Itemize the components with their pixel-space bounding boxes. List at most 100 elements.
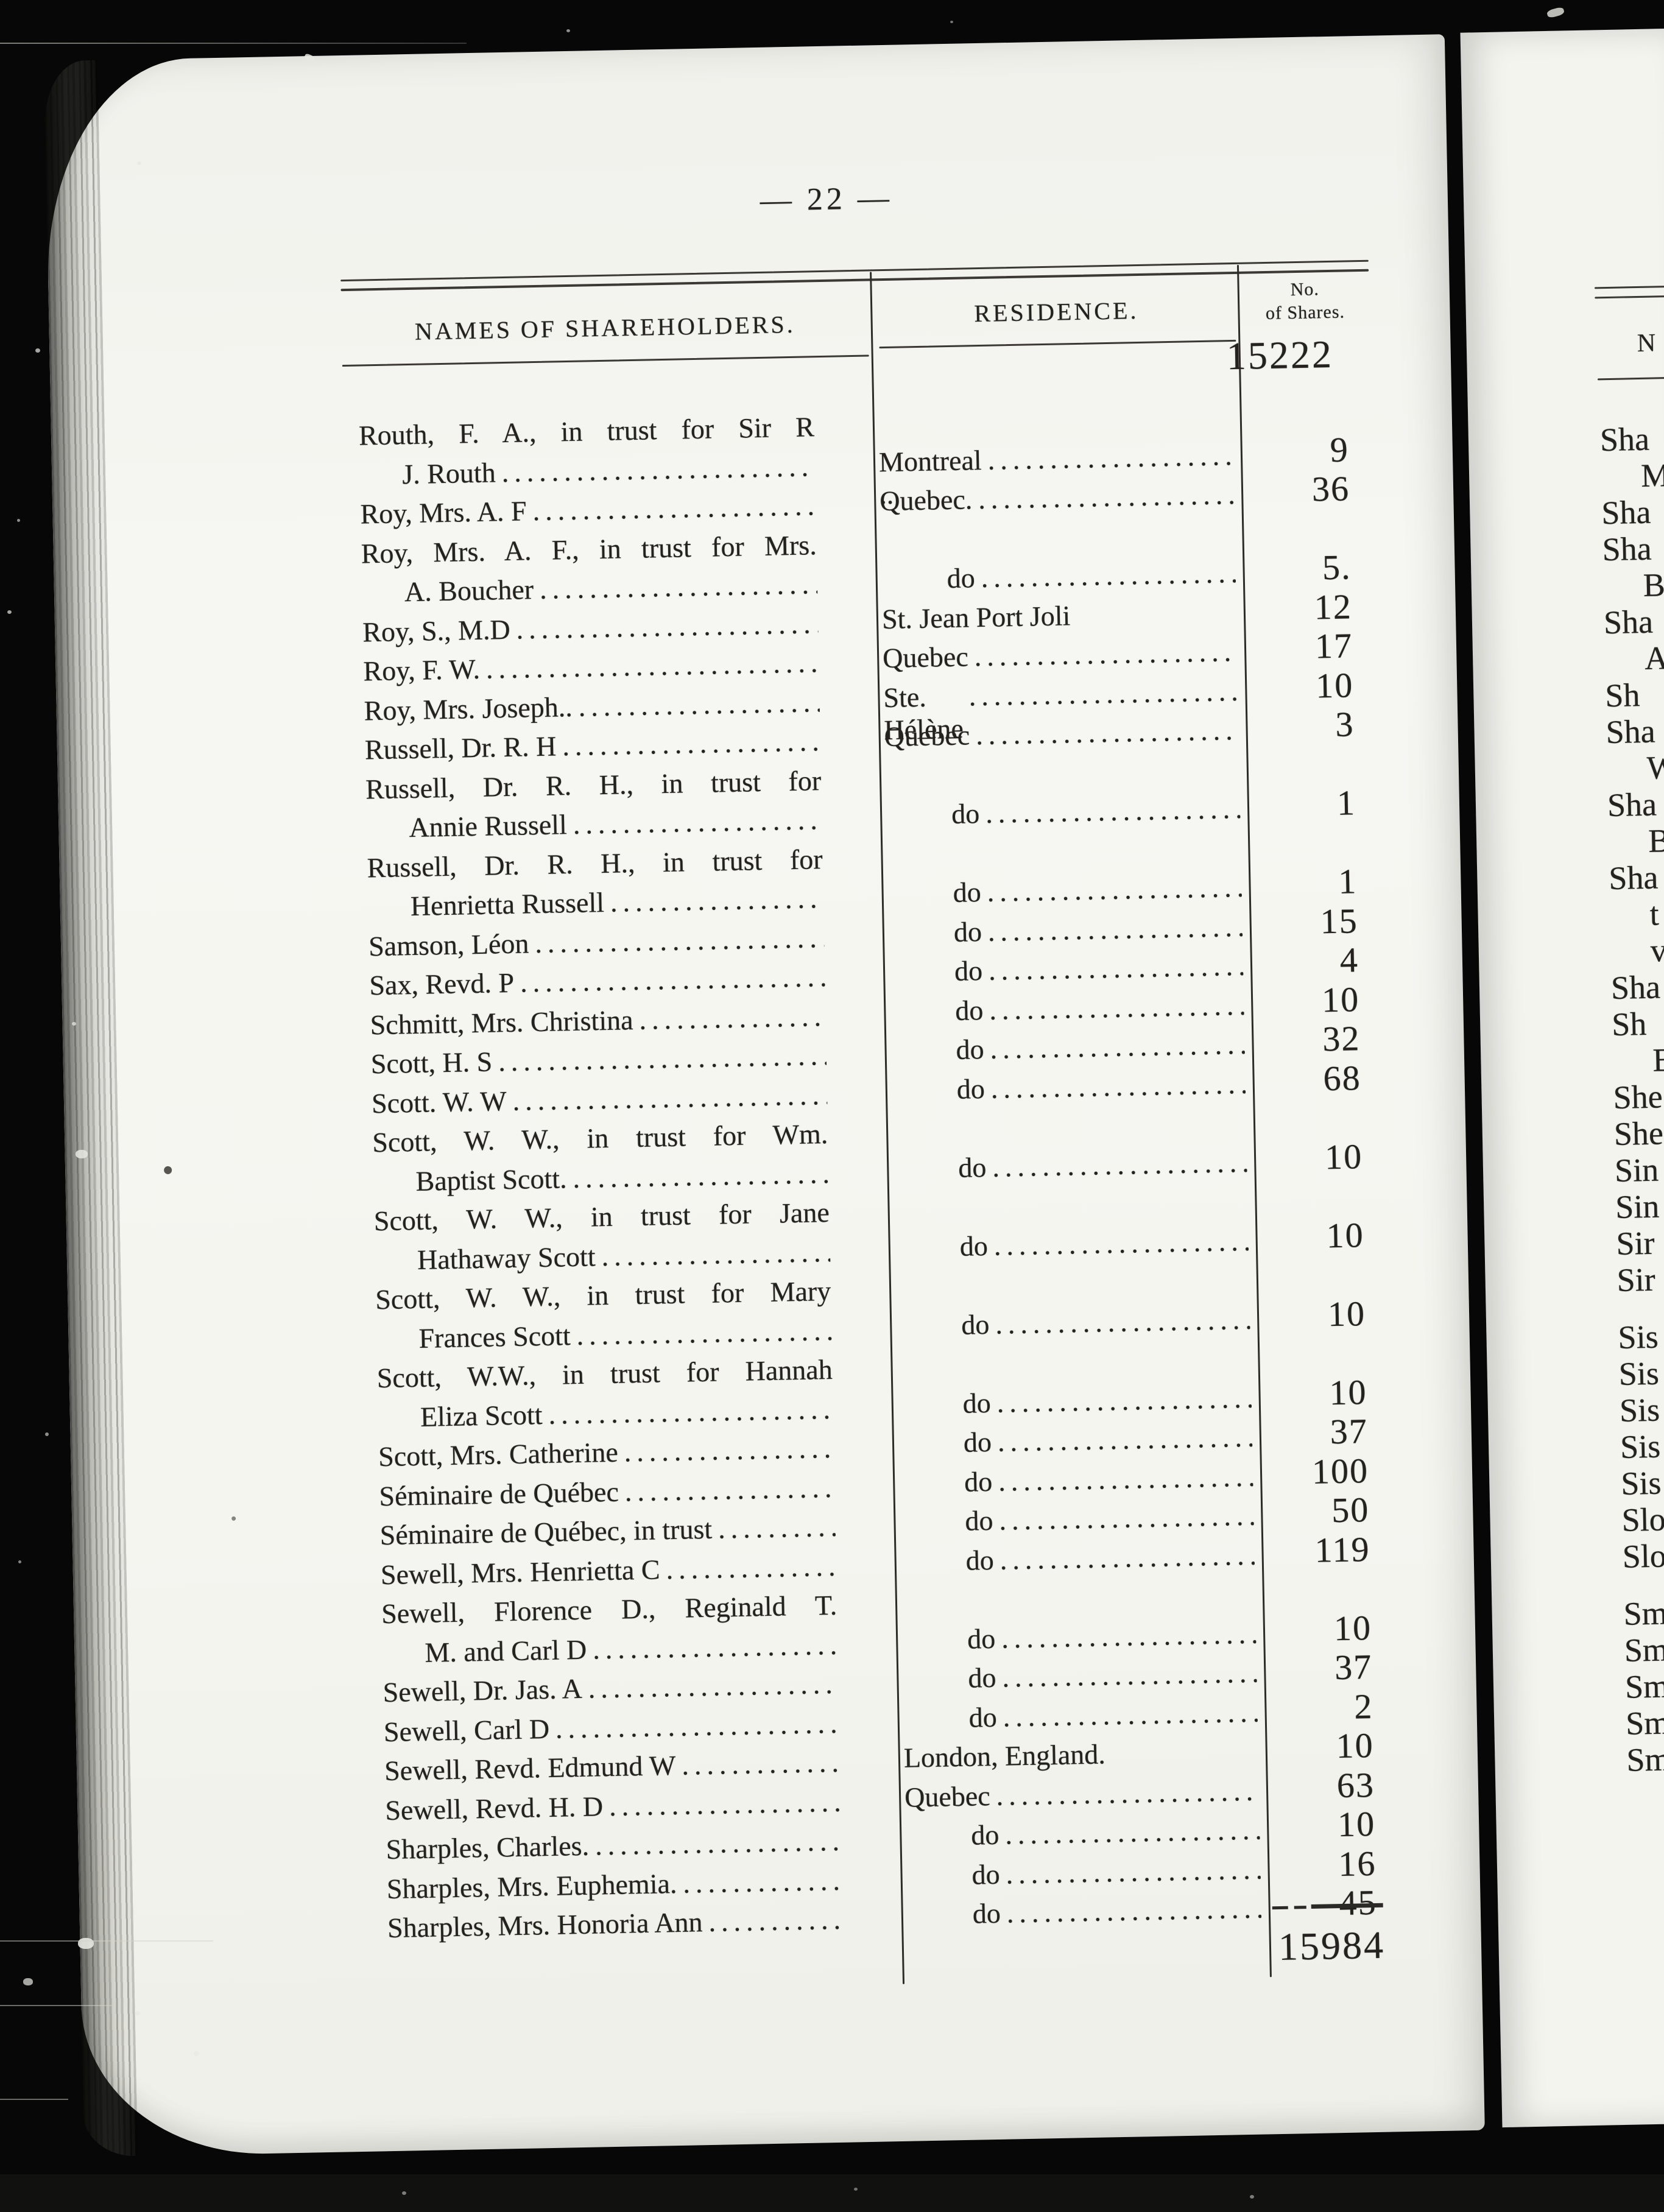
residence-cell: do......................................… (887, 911, 1243, 949)
shareholder-name: Scott, W. W., in trust for Mary (375, 1275, 831, 1316)
dotted-leader: ........................................… (594, 1824, 842, 1861)
residence-text: do (961, 1308, 990, 1340)
shareholder-name: Scott. W. W.............................… (372, 1079, 828, 1119)
name-fragment: Sm (1625, 1704, 1664, 1742)
residence-text: Quebec (884, 719, 970, 753)
shares-value: 10 (1333, 1608, 1372, 1649)
name-fragment: W (1646, 748, 1664, 786)
residence-text: do (954, 955, 983, 987)
residence-cell: do......................................… (897, 1382, 1252, 1421)
shares-value: 10 (1321, 979, 1360, 1020)
residence-cell: do......................................… (890, 1028, 1245, 1067)
shares-value: 36 (1311, 468, 1350, 509)
residence-cell: do......................................… (881, 557, 1236, 596)
name-fragment: Slo (1621, 1501, 1664, 1538)
shareholder-name: Scott, Mrs. Catherine ..................… (378, 1432, 834, 1473)
dotted-leader: ........................................… (681, 1745, 841, 1781)
dust-speck (18, 1560, 21, 1563)
shares-value: 37 (1330, 1411, 1369, 1452)
shareholder-name-text: A. Boucher (404, 574, 534, 608)
residence-cell: do......................................… (906, 1892, 1261, 1931)
shareholder-name-continuation: Annie Russell...........................… (366, 803, 822, 844)
dotted-leader: ........................................… (624, 1431, 834, 1468)
residence-cell: do......................................… (886, 792, 1241, 831)
residence-cell: do......................................… (894, 1225, 1249, 1264)
residence-text: do (962, 1387, 992, 1419)
shareholder-name-text: Sewell, Mrs. Henrietta C (380, 1554, 661, 1591)
dotted-leader: ........................................… (572, 1157, 829, 1194)
name-fragment: She (1613, 1115, 1664, 1153)
shareholder-name-text: Frances Scott (418, 1320, 571, 1354)
shareholder-name-continuation: Eliza Scott.............................… (378, 1393, 834, 1434)
shareholder-table-body: Routh, F. A., in trust for Sir R J. Routh… (44, 34, 1445, 1943)
shareholder-name-text: Roy, Mrs. A. F (360, 495, 527, 530)
residence-cell: Quebec..................................… (883, 635, 1238, 674)
dotted-leader: ........................................… (682, 1864, 843, 1899)
shareholder-name: Séminaire de Québec, in trust...........… (379, 1510, 836, 1551)
residence-cell: do......................................… (903, 1696, 1258, 1735)
name-fragment: Sis (1618, 1354, 1660, 1392)
shares-value: 32 (1322, 1018, 1361, 1059)
column-divider-1 (870, 272, 905, 1984)
dotted-leader: ........................................… (485, 646, 819, 685)
dust-speck (402, 2191, 406, 2195)
right-top-rule-2 (1595, 295, 1664, 299)
column-header-names: NAMES OF SHAREHOLDERS. (414, 310, 795, 345)
shareholder-name: Roy, Mrs. A. F..........................… (360, 489, 816, 530)
name-fragment: A (1644, 639, 1664, 677)
shareholder-name: Sharples, Charles.......................… (386, 1825, 842, 1865)
shares-value: 15 (1320, 901, 1359, 942)
shareholder-name: Sewell, Dr. Jas. A......................… (383, 1668, 839, 1708)
residence-cell: do......................................… (890, 1068, 1246, 1107)
shareholder-name: Sewell, Revd. H. D......................… (385, 1786, 841, 1826)
shareholder-name-text: Scott, H. S (370, 1046, 493, 1080)
dotted-leader: ........................................… (520, 960, 825, 998)
ink-speck (164, 1166, 172, 1174)
shares-value: 4 (1339, 940, 1359, 980)
name-fragment: Sm (1624, 1668, 1664, 1705)
ink-speck (231, 1516, 236, 1521)
shareholder-name-text: Sewell, Revd. H. D (384, 1791, 604, 1826)
shares-value: 1 (1336, 783, 1356, 823)
shares-value: 12 (1314, 586, 1353, 627)
shares-value: 10 (1324, 1136, 1363, 1177)
residence-text: do (947, 562, 976, 594)
residence-text: Quebec. (879, 484, 973, 517)
shareholder-name-text: Sewell, Revd. Edmund W (384, 1750, 676, 1787)
dust-speck (76, 1150, 88, 1158)
name-fragment: Sm (1626, 1741, 1664, 1778)
shareholder-name-continuation: M. and Carl D...........................… (382, 1629, 838, 1669)
shares-value: 10 (1337, 1803, 1376, 1845)
dust-speck (78, 1938, 94, 1949)
shareholder-name-continuation: Henrietta Russell.......................… (367, 882, 823, 923)
residence-text: do (964, 1504, 993, 1537)
name-fragment: B (1652, 1041, 1664, 1079)
shares-total: 15984 (1278, 1923, 1386, 1969)
page-number: — 22 — (760, 180, 894, 218)
name-fragment: Sha (1607, 786, 1657, 824)
shares-value: 3 (1334, 704, 1355, 744)
name-fragment: Slo (1622, 1537, 1664, 1575)
dotted-leader: ........................................… (501, 450, 816, 488)
shareholder-name-text: Sharples, Mrs. Euphemia. (386, 1868, 677, 1905)
name-fragment: She (1613, 1078, 1663, 1116)
scan-scratch (0, 1940, 213, 1942)
residence-text: do (967, 1622, 996, 1655)
residence-cell: do......................................… (895, 1303, 1250, 1342)
shareholder-name-text: M. and Carl D (424, 1633, 587, 1668)
shareholder-name: Sewell, Revd. Edmund W..................… (384, 1746, 841, 1787)
residence-cell: do......................................… (892, 1146, 1247, 1185)
dotted-leader: ........................................… (539, 568, 818, 605)
shares-value: 37 (1334, 1647, 1373, 1688)
residence-text: do (972, 1897, 1001, 1929)
name-fragment: Sis (1617, 1318, 1659, 1356)
residence-cell: do......................................… (905, 1814, 1260, 1853)
shares-value: 68 (1323, 1058, 1362, 1099)
name-fragment: Sh (1611, 1005, 1647, 1043)
residence-cell: do......................................… (901, 1618, 1257, 1657)
shares-value: 10 (1315, 665, 1354, 706)
name-fragment: Sha (1601, 493, 1651, 532)
dotted-leader: ........................................… (576, 1314, 832, 1351)
dotted-leader: ........................................… (610, 882, 824, 918)
name-fragment: Sir (1615, 1224, 1655, 1263)
